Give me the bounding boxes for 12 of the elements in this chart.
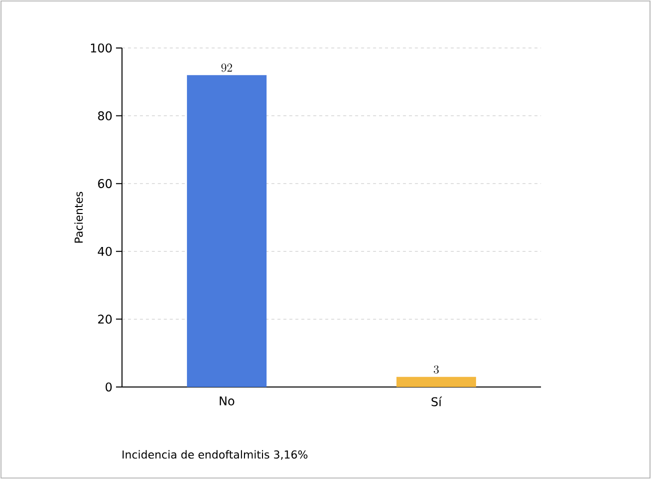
x-tick-label: No <box>220 396 234 406</box>
data-label: 3 <box>434 365 439 374</box>
x-tick-label: Sí <box>432 396 442 406</box>
text: Incidencia de endoftalmitis 3,16% <box>122 450 308 460</box>
y-tick-label: 40 <box>98 246 112 256</box>
y-tick-label: 100 <box>90 43 112 53</box>
y-tick-label: 80 <box>98 111 112 120</box>
y-axis-title: Pacientes <box>74 192 83 243</box>
data-label: 92 <box>221 64 232 72</box>
y-tick-label: 0 <box>106 382 112 392</box>
y-tick-label: 20 <box>98 314 112 324</box>
y-tick-label: 60 <box>98 179 112 188</box>
